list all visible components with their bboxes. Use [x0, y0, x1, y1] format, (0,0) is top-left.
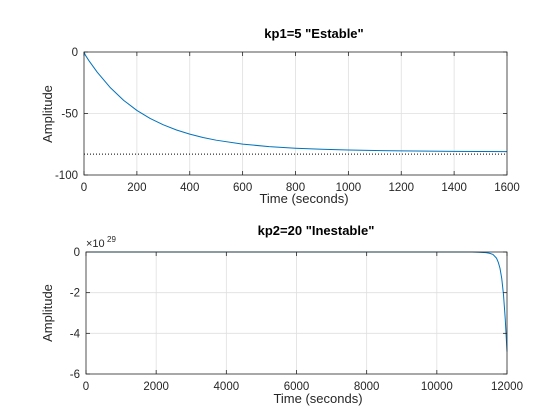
x-tick-label: 1600 — [494, 182, 520, 194]
x-tick-label: 0 — [81, 182, 87, 194]
x-tick-label: 4000 — [214, 381, 240, 393]
y-tick-label: 0 — [74, 247, 80, 259]
exponent-base: ×10 — [86, 238, 105, 250]
x-tick-label: 400 — [180, 182, 199, 194]
x-tick-label: 0 — [83, 381, 89, 393]
x-tick-label: 200 — [127, 182, 146, 194]
plot-2: 0 2000 4000 6000 8000 10000 12000 0 -2 -4 -6 ×10 2… — [40, 223, 523, 406]
exponent-power: 29 — [107, 235, 116, 244]
y-tick-label: -6 — [70, 369, 80, 381]
y-ticks — [86, 251, 507, 375]
x-tick-label: 1200 — [388, 182, 414, 194]
y-tick-label: -50 — [61, 109, 78, 121]
y-tick-label: 0 — [72, 47, 78, 59]
x-tick-label: 600 — [233, 182, 252, 194]
x-axis-label: Time (seconds) — [273, 391, 362, 406]
x-ticks — [83, 52, 508, 175]
y-axis-label: Amplitude — [40, 85, 55, 143]
x-tick-label: 2000 — [143, 381, 169, 393]
chart-title: kp2=20 "Inestable" — [258, 223, 375, 238]
x-tick-labels: 0 200 400 600 800 1000 1200 1400 1600 — [81, 182, 520, 194]
y-tick-labels: 0 -2 -4 -6 — [70, 247, 81, 381]
x-tick-labels: 0 2000 4000 6000 8000 10000 12000 — [83, 381, 523, 393]
y-tick-label: -100 — [55, 170, 78, 182]
y-tick-labels: 0 -50 -100 — [55, 47, 78, 182]
y-tick-label: -4 — [70, 328, 81, 340]
data-series — [83, 51, 508, 153]
plot-1: 0 200 400 600 800 1000 1200 1400 1600 0 -50 -100 k… — [40, 26, 520, 206]
x-grid — [155, 252, 438, 374]
y-grid — [86, 292, 507, 334]
y-tick-label: -2 — [70, 288, 80, 300]
x-tick-label: 12000 — [491, 381, 523, 393]
chart-title: kp1=5 "Estable" — [264, 26, 363, 41]
x-tick-label: 1000 — [336, 182, 362, 194]
scale-exponent: ×10 29 — [86, 235, 116, 250]
x-tick-label: 10000 — [421, 381, 453, 393]
x-tick-label: 800 — [286, 182, 305, 194]
y-axis-label: Amplitude — [40, 284, 55, 342]
x-tick-label: 8000 — [354, 381, 380, 393]
x-ticks — [85, 252, 508, 374]
series-line — [83, 51, 508, 153]
x-tick-label: 1400 — [441, 182, 467, 194]
x-axis-label: Time (seconds) — [259, 191, 348, 206]
y-ticks — [84, 51, 507, 176]
x-tick-label: 6000 — [284, 381, 310, 393]
